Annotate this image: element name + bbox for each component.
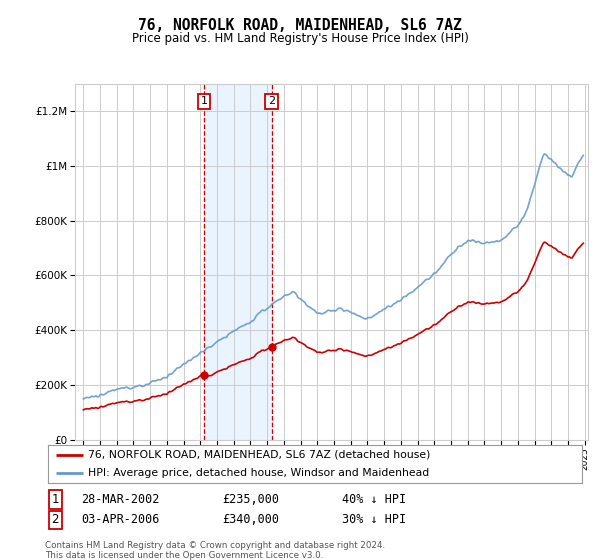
Text: 03-APR-2006: 03-APR-2006 [81,513,160,526]
Text: 2: 2 [268,96,275,106]
Bar [204,84,272,440]
Text: HPI: Average price, detached house, Windsor and Maidenhead: HPI: Average price, detached house, Wind… [88,468,430,478]
Text: 40% ↓ HPI: 40% ↓ HPI [342,493,406,506]
Text: 2: 2 [52,513,59,526]
Text: £235,000: £235,000 [222,493,279,506]
Text: 28-MAR-2002: 28-MAR-2002 [81,493,160,506]
Text: Price paid vs. HM Land Registry's House Price Index (HPI): Price paid vs. HM Land Registry's House … [131,32,469,45]
Text: 1: 1 [200,96,208,106]
Text: £340,000: £340,000 [222,513,279,526]
Text: 1: 1 [52,493,59,506]
Text: 76, NORFOLK ROAD, MAIDENHEAD, SL6 7AZ (detached house): 76, NORFOLK ROAD, MAIDENHEAD, SL6 7AZ (d… [88,450,430,460]
Text: Contains HM Land Registry data © Crown copyright and database right 2024.
This d: Contains HM Land Registry data © Crown c… [45,541,385,560]
Text: 76, NORFOLK ROAD, MAIDENHEAD, SL6 7AZ: 76, NORFOLK ROAD, MAIDENHEAD, SL6 7AZ [138,18,462,33]
Text: 30% ↓ HPI: 30% ↓ HPI [342,513,406,526]
